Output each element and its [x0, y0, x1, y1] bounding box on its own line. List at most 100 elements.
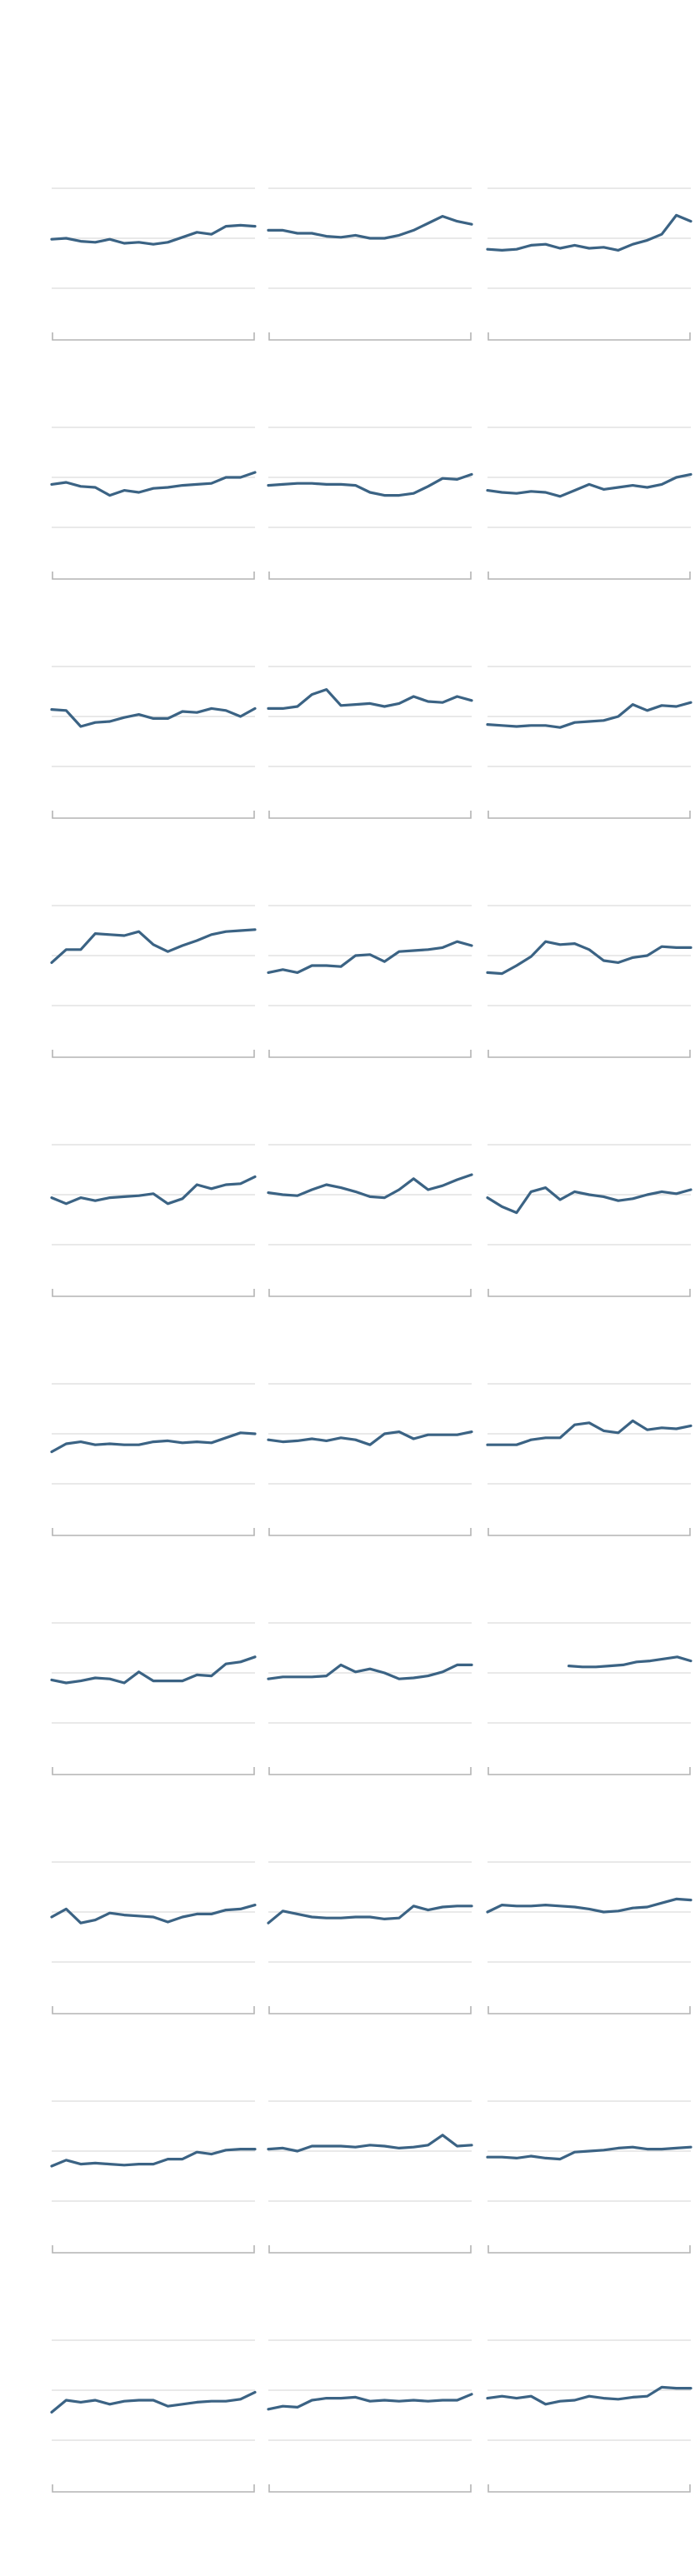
x-axis-line	[488, 2006, 691, 2014]
panel-svg	[50, 427, 257, 580]
x-axis-line	[488, 811, 691, 819]
panel-svg	[267, 1383, 473, 1536]
x-axis-line	[488, 2245, 691, 2254]
series-line	[267, 472, 473, 497]
x-axis-line	[52, 572, 255, 580]
series-line	[486, 1897, 692, 1914]
series-line	[486, 2385, 692, 2406]
series-line	[50, 2147, 257, 2168]
chart-panel	[488, 1622, 694, 1778]
chart-panel	[50, 1861, 258, 2017]
panel-svg	[50, 1383, 257, 1536]
panel-svg	[267, 187, 473, 341]
x-axis-line	[268, 811, 472, 819]
panel-svg	[50, 1861, 257, 2014]
series-line	[50, 1431, 257, 1454]
chart-panel	[486, 187, 694, 343]
panel-svg	[50, 905, 257, 1058]
chart-panel	[267, 1622, 475, 1778]
series-line	[50, 1903, 257, 1925]
x-axis-line	[488, 2484, 691, 2493]
chart-panel	[486, 666, 694, 821]
panel-svg	[486, 1383, 692, 1536]
x-axis-line	[488, 1050, 691, 1058]
x-axis-line	[488, 1767, 691, 1775]
chart-panel	[486, 2100, 694, 2256]
chart-panel	[267, 427, 475, 582]
chart-panel	[50, 2100, 258, 2256]
series-line	[267, 1430, 473, 1446]
chart-panel	[267, 1861, 475, 2017]
x-axis-line	[268, 2006, 472, 2014]
x-axis-line	[52, 2484, 255, 2493]
series-line	[50, 928, 257, 965]
panel-svg	[488, 1622, 692, 1775]
chart-panel	[50, 187, 258, 343]
series-line	[267, 1663, 473, 1680]
chart-panel	[267, 187, 475, 343]
panel-svg	[486, 666, 692, 819]
x-axis-line	[268, 2245, 472, 2254]
panel-svg	[267, 1144, 473, 1297]
series-line	[50, 706, 257, 728]
panel-svg	[267, 1861, 473, 2014]
panel-svg	[486, 1144, 692, 1297]
x-axis-line	[52, 1289, 255, 1297]
x-axis-line	[268, 1767, 472, 1775]
x-axis-line	[268, 572, 472, 580]
x-axis-line	[52, 2006, 255, 2014]
x-axis-line	[52, 811, 255, 819]
chart-panel	[267, 1144, 475, 1300]
panel-svg	[50, 666, 257, 819]
x-axis-line	[268, 332, 472, 341]
chart-panel	[486, 905, 694, 1061]
chart-panel	[267, 1383, 475, 1539]
panel-svg	[486, 187, 692, 341]
chart-panel	[50, 905, 258, 1061]
x-axis-line	[488, 332, 691, 341]
panel-svg	[50, 187, 257, 341]
series-line	[486, 213, 692, 252]
panel-svg	[50, 1144, 257, 1297]
chart-panel	[267, 666, 475, 821]
series-line	[50, 1175, 257, 1206]
x-axis-line	[52, 332, 255, 341]
series-line	[486, 1419, 692, 1446]
series-line	[267, 688, 473, 711]
series-line	[267, 2393, 473, 2411]
series-line	[486, 2145, 692, 2161]
x-axis-line	[488, 1289, 691, 1297]
x-axis-line	[268, 2484, 472, 2493]
panel-svg	[486, 905, 692, 1058]
series-line	[50, 471, 257, 497]
series-line	[267, 1173, 473, 1200]
x-axis-line	[268, 1050, 472, 1058]
x-axis-line	[52, 2245, 255, 2254]
panel-svg	[267, 2100, 473, 2254]
panel-svg	[50, 1622, 257, 1775]
series-line	[486, 701, 692, 729]
chart-panel	[267, 905, 475, 1061]
chart-panel	[50, 1144, 258, 1300]
chart-panel	[267, 2100, 475, 2256]
chart-panel	[50, 1383, 258, 1539]
panel-svg	[267, 666, 473, 819]
series-line	[267, 940, 473, 975]
chart-panel	[50, 427, 258, 582]
series-line	[267, 214, 473, 240]
x-axis-line	[268, 1528, 472, 1536]
series-line	[267, 2134, 473, 2153]
series-line	[50, 1655, 257, 1685]
panel-svg	[267, 2339, 473, 2493]
chart-panel	[486, 427, 694, 582]
chart-panel	[486, 1383, 694, 1539]
series-line	[486, 1186, 692, 1215]
panel-svg	[486, 427, 692, 580]
panel-svg	[50, 2100, 257, 2254]
panel-svg	[267, 905, 473, 1058]
x-axis-line	[52, 1528, 255, 1536]
series-line	[50, 223, 257, 246]
chart-panel	[267, 2339, 475, 2495]
x-axis-line	[488, 1528, 691, 1536]
x-axis-line	[52, 1767, 255, 1775]
